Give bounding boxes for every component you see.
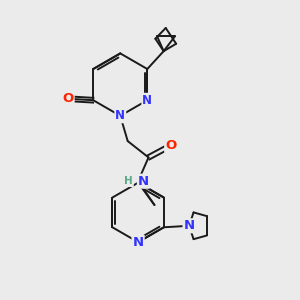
Text: N: N bbox=[142, 94, 152, 107]
Text: N: N bbox=[115, 109, 125, 122]
Text: N: N bbox=[133, 236, 144, 249]
Text: O: O bbox=[62, 92, 74, 105]
Text: O: O bbox=[165, 139, 176, 152]
Text: N: N bbox=[138, 175, 149, 188]
Text: H: H bbox=[124, 176, 133, 186]
Text: N: N bbox=[184, 219, 195, 232]
